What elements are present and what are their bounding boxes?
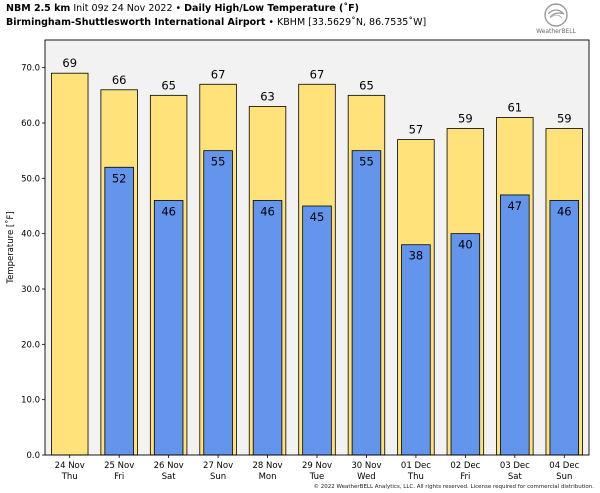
low-temp-bar	[252, 200, 283, 456]
low-temp-label: 46	[557, 204, 572, 218]
x-tick-label-date: 29 Nov	[302, 461, 332, 471]
x-tick-label-day: Sun	[556, 472, 572, 482]
x-tick-label-date: 24 Nov	[55, 461, 85, 471]
x-tick-label-date: 27 Nov	[203, 461, 233, 471]
weatherbell-logo-icon: WeatherBELL	[536, 3, 577, 35]
model-name: NBM 2.5 km	[6, 3, 71, 14]
y-tick-label: 40.0	[21, 230, 40, 240]
y-tick-label: 10.0	[21, 396, 40, 406]
header-title-line: NBM 2.5 km Init 09z 24 Nov 2022 • Daily …	[6, 3, 359, 14]
low-temp-label: 46	[161, 204, 176, 218]
low-temp-label: 47	[507, 199, 522, 213]
low-temp-bar	[401, 244, 431, 456]
high-temp-label: 59	[557, 112, 572, 126]
x-tick-label-day: Wed	[357, 472, 376, 482]
init-time: Init 09z 24 Nov 2022	[73, 3, 173, 14]
copyright-footer: © 2022 WeatherBELL Analytics, LLC. All r…	[313, 484, 594, 490]
x-tick-label-day: Fri	[114, 472, 124, 482]
low-temp-label: 45	[310, 210, 325, 224]
low-temp-bar	[302, 205, 332, 456]
x-tick-label-day: Thu	[61, 472, 78, 482]
high-temp-label: 66	[112, 73, 127, 87]
y-axis-label: Temperature [˚F]	[5, 211, 16, 284]
low-temp-label: 52	[112, 171, 127, 185]
header-station-line: Birmingham-Shuttlesworth International A…	[6, 17, 426, 28]
logo-text: WeatherBELL	[536, 28, 577, 35]
x-tick-label-date: 01 Dec	[401, 461, 431, 471]
y-tick-label: 70.0	[21, 64, 40, 74]
low-temp-bar	[450, 233, 481, 456]
y-tick-label: 20.0	[21, 340, 40, 350]
low-temp-bar	[351, 150, 382, 456]
high-temp-label: 61	[507, 100, 522, 114]
y-tick-label: 0.0	[26, 451, 40, 461]
low-temp-label: 38	[409, 249, 424, 263]
low-temp-label: 40	[458, 238, 473, 252]
x-tick-label-day: Sat	[162, 472, 177, 482]
x-tick-label-day: Fri	[460, 472, 470, 482]
high-temp-label: 65	[161, 78, 176, 92]
x-tick-label-date: 26 Nov	[154, 461, 184, 471]
low-temp-bar	[203, 150, 233, 456]
high-temp-bar	[51, 72, 89, 456]
x-tick-label-day: Sun	[210, 472, 226, 482]
high-temp-label: 63	[260, 89, 275, 103]
separator-dot: •	[175, 3, 182, 14]
high-temp-label: 69	[62, 56, 77, 70]
x-tick-label-date: 30 Nov	[351, 461, 381, 471]
high-temp-label: 67	[310, 67, 325, 81]
low-temp-bar	[104, 166, 134, 456]
high-temp-label: 59	[458, 112, 473, 126]
x-tick-label-date: 25 Nov	[104, 461, 134, 471]
y-tick-label: 30.0	[21, 285, 40, 295]
x-tick-label-date: 04 Dec	[549, 461, 579, 471]
low-temp-label: 55	[211, 155, 226, 169]
plot-frame	[44, 39, 590, 456]
x-tick-label-day: Mon	[259, 472, 277, 482]
station-name: Birmingham-Shuttlesworth International A…	[6, 17, 266, 28]
x-tick-label-day: Sat	[508, 472, 523, 482]
high-temp-label: 57	[409, 123, 424, 137]
low-temp-bar	[500, 194, 530, 456]
station-info: KBHM [33.5629˚N, 86.7535˚W]	[277, 17, 427, 28]
x-tick-label-day: Tue	[309, 472, 325, 482]
high-temp-label: 67	[211, 67, 226, 81]
x-tick-label-date: 28 Nov	[252, 461, 282, 471]
x-tick-label-date: 02 Dec	[450, 461, 480, 471]
low-temp-bar	[153, 200, 184, 456]
x-tick-label-day: Thu	[407, 472, 424, 482]
product-title: Daily High/Low Temperature (˚F)	[184, 3, 359, 14]
x-tick-label-date: 03 Dec	[500, 461, 530, 471]
high-temp-label: 65	[359, 78, 374, 92]
y-tick-label: 60.0	[21, 119, 40, 129]
y-tick-label: 50.0	[21, 174, 40, 184]
low-temp-label: 46	[260, 204, 275, 218]
low-temp-bar	[549, 200, 580, 456]
separator-dot: •	[268, 17, 275, 28]
low-temp-label: 55	[359, 155, 374, 169]
